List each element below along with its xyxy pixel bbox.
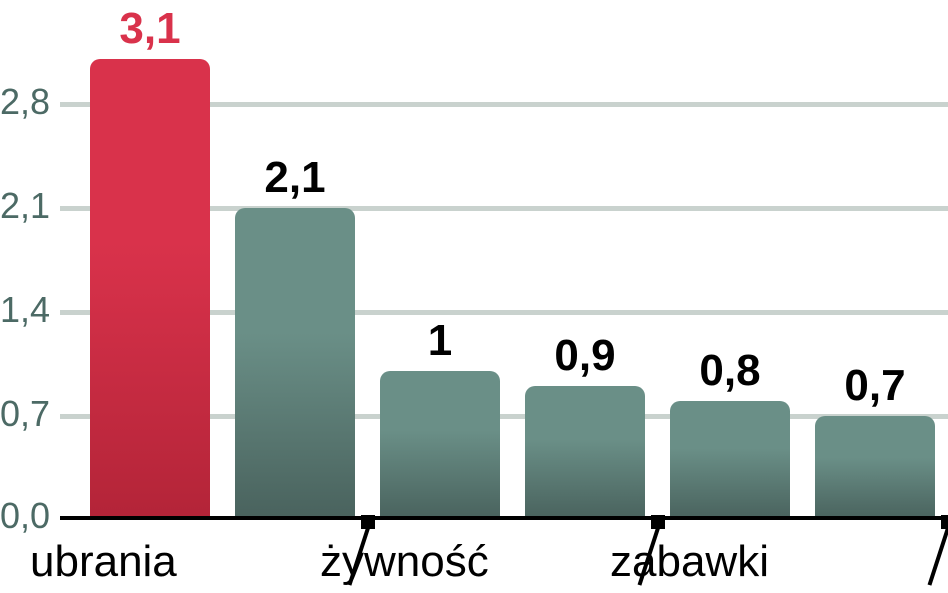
bar — [670, 401, 790, 520]
y-tick-label: 2,8 — [0, 84, 50, 120]
value-label: 1 — [370, 319, 510, 363]
category-label: ubrania — [30, 540, 177, 584]
y-tick-label: 0,0 — [0, 498, 50, 534]
bar-chart: 0,0 0,7 1,4 2,1 2,8 3,1 2,1 1 0,9 0,8 0,… — [0, 0, 948, 593]
value-label: 2,1 — [225, 156, 365, 200]
y-tick-label: 0,7 — [0, 396, 50, 432]
value-label: 3,1 — [80, 7, 220, 51]
y-tick-label: 1,4 — [0, 292, 50, 328]
bar — [815, 416, 935, 520]
tick-line — [927, 527, 948, 585]
bar — [380, 371, 500, 520]
value-label: 0,8 — [660, 349, 800, 393]
value-label: 0,9 — [515, 334, 655, 378]
y-tick-label: 2,1 — [0, 188, 50, 224]
category-label: żywność — [320, 540, 489, 584]
x-axis — [60, 516, 948, 520]
bar — [525, 386, 645, 520]
plot-area: 3,1 2,1 1 0,9 0,8 0,7 — [60, 0, 948, 520]
bar — [235, 208, 355, 520]
category-label: zabawki — [610, 540, 769, 584]
bar — [90, 59, 210, 520]
value-label: 0,7 — [805, 364, 945, 408]
